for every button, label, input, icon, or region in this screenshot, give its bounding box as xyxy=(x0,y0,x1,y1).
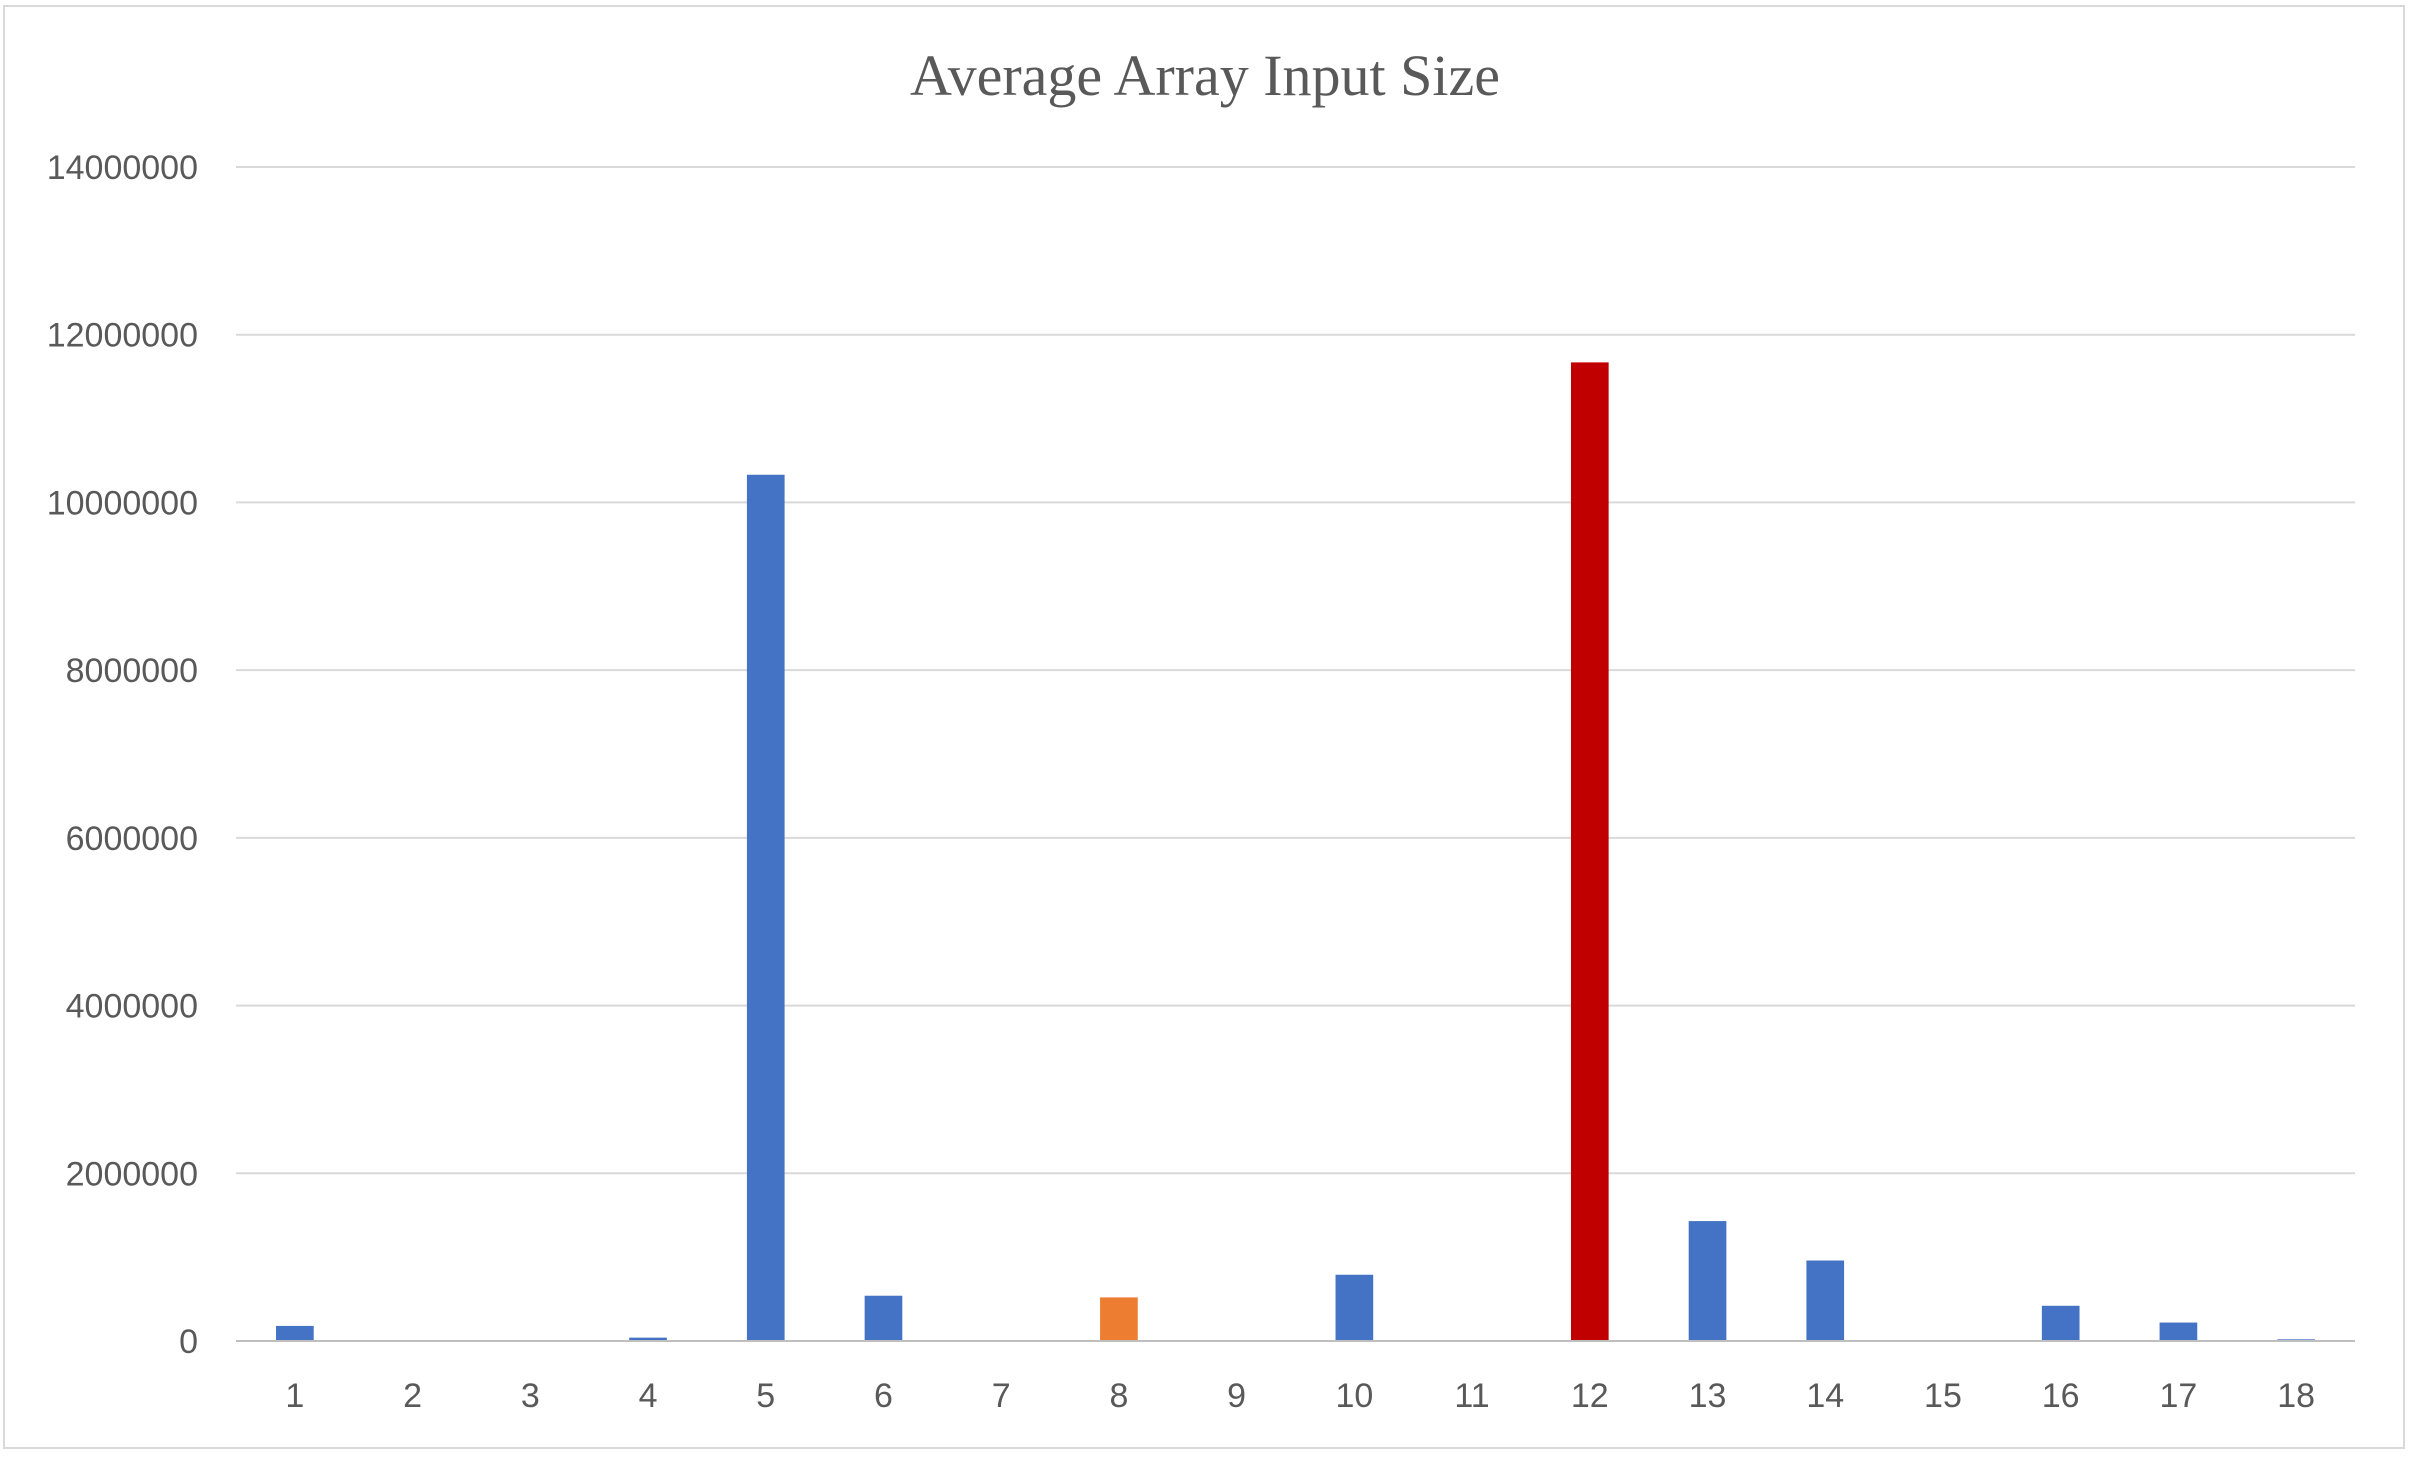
x-tick-label: 9 xyxy=(1227,1377,1246,1415)
x-tick-label: 16 xyxy=(2042,1377,2080,1415)
x-tick-label: 4 xyxy=(639,1377,658,1415)
x-tick-label: 2 xyxy=(403,1377,422,1415)
bar xyxy=(1335,1274,1374,1341)
x-tick-label: 3 xyxy=(521,1377,540,1415)
bar xyxy=(276,1325,314,1341)
x-tick-label: 18 xyxy=(2277,1377,2315,1415)
gridlines xyxy=(236,166,2355,1175)
x-tick-label: 15 xyxy=(1924,1377,1962,1415)
bar xyxy=(864,1295,903,1341)
y-tick-label: 8000000 xyxy=(66,652,198,690)
x-axis-tick-labels: 1 2 3 4 5 6 7 8 9 10 11 12 13 14 15 16 17 18 xyxy=(285,1377,2315,1415)
x-tick-label: 7 xyxy=(992,1377,1011,1415)
x-tick-label: 10 xyxy=(1335,1377,1373,1415)
y-tick-label: 2000000 xyxy=(66,1155,198,1193)
y-tick-label: 0 xyxy=(179,1323,198,1361)
bar xyxy=(1570,362,1609,1341)
x-tick-label: 8 xyxy=(1109,1377,1128,1415)
x-tick-label: 6 xyxy=(874,1377,893,1415)
bar xyxy=(2159,1322,2198,1341)
x-tick-label: 1 xyxy=(285,1377,304,1415)
bar xyxy=(2041,1305,2080,1341)
y-tick-label: 6000000 xyxy=(66,820,198,858)
bar xyxy=(1100,1297,1138,1341)
bar xyxy=(1688,1221,1727,1341)
bar xyxy=(1806,1260,1845,1341)
x-tick-label: 5 xyxy=(756,1377,775,1415)
x-tick-label: 12 xyxy=(1571,1377,1609,1415)
bar xyxy=(629,1337,667,1341)
x-tick-label: 17 xyxy=(2160,1377,2198,1415)
y-tick-label: 12000000 xyxy=(47,317,198,355)
bar xyxy=(746,474,785,1341)
chart-frame xyxy=(3,5,2405,1449)
y-tick-label: 14000000 xyxy=(47,149,198,187)
y-axis-tick-labels: 0 2000000 4000000 6000000 8000000 10000000 120… xyxy=(47,149,198,1361)
y-tick-label: 10000000 xyxy=(47,484,198,522)
x-tick-label: 11 xyxy=(1454,1377,1489,1415)
chart-title: Average Array Input Size xyxy=(910,43,1500,108)
x-tick-label: 14 xyxy=(1806,1377,1844,1415)
y-tick-label: 4000000 xyxy=(66,988,198,1026)
x-tick-label: 13 xyxy=(1689,1377,1727,1415)
bars xyxy=(276,362,2315,1341)
